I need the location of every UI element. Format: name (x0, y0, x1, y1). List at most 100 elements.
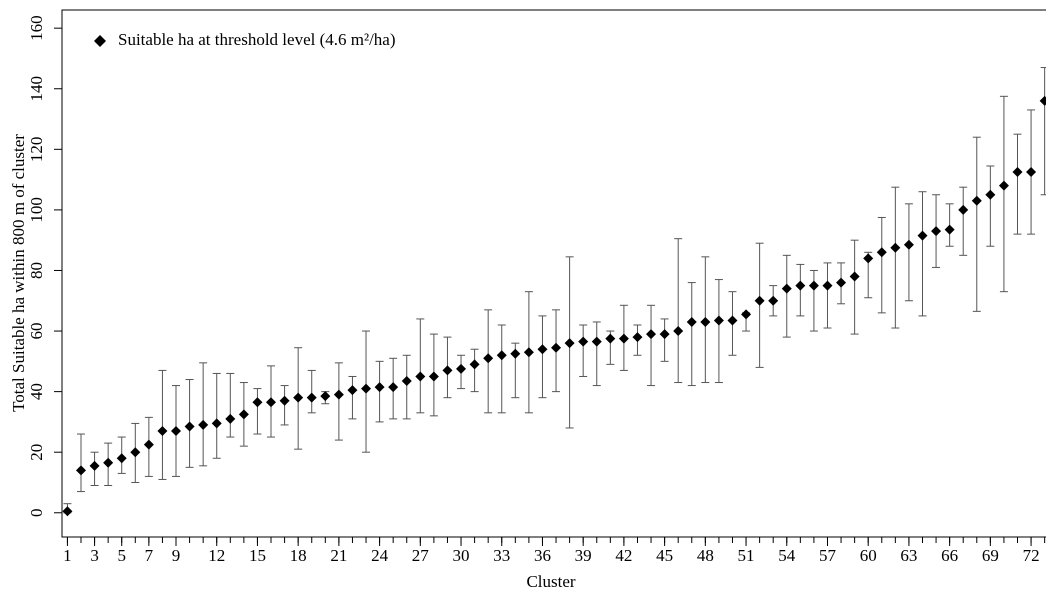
x-tick-label: 42 (615, 546, 632, 565)
point (618, 333, 629, 344)
point (62, 506, 73, 517)
x-tick-label: 57 (819, 546, 837, 565)
point (917, 230, 928, 241)
point (320, 391, 331, 402)
point (781, 283, 792, 294)
point (1012, 167, 1023, 178)
point (808, 280, 819, 291)
x-axis-label: Cluster (526, 572, 575, 591)
point (483, 353, 494, 364)
y-axis-label: Total Suitable ha within 800 m of cluste… (9, 134, 28, 412)
point (646, 329, 657, 340)
y-tick-label: 20 (27, 444, 46, 461)
x-tick-label: 24 (371, 546, 389, 565)
point (876, 247, 887, 258)
point (673, 326, 684, 337)
point (754, 295, 765, 306)
x-tick-label: 54 (778, 546, 796, 565)
legend-label: Suitable ha at threshold level (4.6 m²/h… (118, 30, 396, 49)
x-tick-label: 1 (63, 546, 72, 565)
point (496, 350, 507, 361)
y-tick-label: 80 (27, 262, 46, 279)
x-tick-label: 72 (1023, 546, 1040, 565)
point (686, 316, 697, 327)
point (211, 418, 222, 429)
x-tick-label: 15 (249, 546, 266, 565)
x-tick-label: 9 (172, 546, 181, 565)
point (157, 425, 168, 436)
x-tick-label: 69 (982, 546, 999, 565)
point (116, 453, 127, 464)
point (795, 280, 806, 291)
y-tick-label: 100 (27, 197, 46, 223)
point (564, 338, 575, 349)
point (456, 363, 467, 374)
legend-marker (94, 35, 106, 47)
point (252, 397, 263, 408)
point (958, 204, 969, 215)
point (428, 371, 439, 382)
x-tick-label: 51 (738, 546, 755, 565)
x-tick-label: 27 (412, 546, 430, 565)
point (347, 385, 358, 396)
x-tick-label: 5 (117, 546, 126, 565)
point (591, 336, 602, 347)
point (903, 239, 914, 250)
point (184, 421, 195, 432)
point (361, 383, 372, 394)
point (130, 447, 141, 458)
y-tick-label: 160 (27, 15, 46, 41)
point (713, 315, 724, 326)
y-tick-label: 0 (27, 509, 46, 518)
point (238, 409, 249, 420)
x-tick-label: 48 (697, 546, 714, 565)
point (89, 460, 100, 471)
point (401, 376, 412, 387)
x-tick-label: 12 (208, 546, 225, 565)
x-tick-label: 3 (90, 546, 99, 565)
point (578, 336, 589, 347)
x-tick-label: 60 (860, 546, 877, 565)
point (551, 342, 562, 353)
point (143, 439, 154, 450)
point (388, 382, 399, 393)
y-tick-label: 120 (27, 137, 46, 163)
point (510, 348, 521, 359)
x-tick-label: 33 (493, 546, 510, 565)
point (931, 226, 942, 237)
x-tick-label: 63 (900, 546, 917, 565)
x-tick-label: 21 (330, 546, 347, 565)
point (76, 465, 87, 476)
point (171, 425, 182, 436)
point (971, 195, 982, 206)
point (333, 389, 344, 400)
point (306, 392, 317, 403)
point (225, 413, 236, 424)
x-tick-label: 30 (453, 546, 470, 565)
point (279, 395, 290, 406)
point (863, 253, 874, 264)
point (985, 189, 996, 200)
point (442, 365, 453, 376)
point (374, 382, 385, 393)
y-tick-label: 40 (27, 383, 46, 400)
point (523, 347, 534, 358)
point (266, 397, 277, 408)
point (822, 280, 833, 291)
point (415, 371, 426, 382)
point (998, 180, 1009, 191)
point (700, 316, 711, 327)
point (944, 224, 955, 235)
point (469, 359, 480, 370)
point (605, 333, 616, 344)
point (103, 457, 114, 468)
point (890, 242, 901, 253)
point (1026, 167, 1037, 178)
point (1039, 95, 1046, 106)
x-tick-label: 18 (290, 546, 307, 565)
x-tick-label: 36 (534, 546, 551, 565)
x-tick-label: 45 (656, 546, 673, 565)
point (632, 332, 643, 343)
